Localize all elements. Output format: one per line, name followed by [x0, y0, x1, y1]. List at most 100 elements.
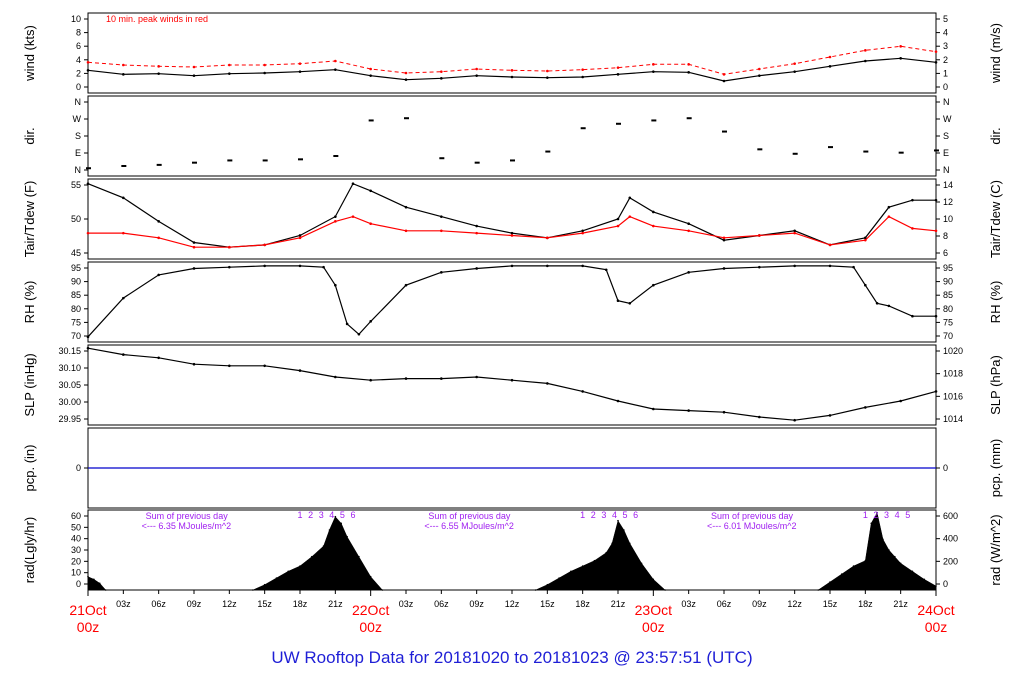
rh-point-RH [192, 267, 196, 270]
temperature-point-Tair [404, 205, 408, 209]
rad-hour-mark: 1 [297, 510, 302, 520]
wind-right-tick-label: 2 [943, 55, 948, 65]
x-hour-label: 21z [893, 599, 908, 609]
wind-point-peak [192, 65, 196, 69]
rad-point [876, 511, 878, 514]
rad-point [558, 577, 560, 579]
wind-left-tick-label: 10 [71, 14, 81, 24]
temperature-point-Tair [793, 229, 796, 233]
wind-point-wind [581, 75, 584, 79]
slp-point-SLP [546, 382, 549, 385]
dir-point [651, 119, 657, 122]
slp-point-SLP [793, 418, 796, 422]
rh-series-RH [87, 265, 936, 338]
rad-hour-mark: 5 [905, 510, 910, 520]
rh-point-RH [911, 314, 914, 318]
slp-point-SLP [334, 375, 337, 379]
temperature-point-Tdew [546, 236, 549, 240]
rh-point-RH [616, 299, 620, 303]
slp-point-SLP [510, 378, 514, 382]
dir-left-tick-label: E [75, 148, 81, 158]
rad-point [534, 589, 537, 591]
dir-point [86, 167, 91, 170]
dir-left-tick-label: N [75, 165, 82, 175]
wind-point-wind [793, 70, 796, 73]
wind-frame [87, 12, 937, 94]
temperature-point-Tdew [793, 231, 796, 235]
temperature-point-Tdew [122, 231, 125, 235]
rad-hour-mark: 6 [350, 510, 355, 520]
wind-point-peak [122, 63, 125, 67]
rad-point [98, 582, 101, 585]
temperature-left-axis-label: Tair/Tdew (F) [22, 181, 37, 258]
rad-hour-mark: 2 [308, 510, 313, 520]
x-hour-label: 06z [717, 599, 732, 609]
dir-point [686, 117, 692, 120]
temperature-point-Tair [722, 238, 726, 242]
rh-point-RH [157, 273, 160, 277]
rad-annotation-line1: Sum of previous day [428, 511, 511, 521]
rh-point-RH [628, 301, 632, 305]
temperature-point-Tdew [911, 227, 914, 230]
rad-point [340, 522, 343, 525]
rh-point-RH [793, 264, 796, 268]
dir-point [121, 165, 127, 167]
rad-left-tick-label: 0 [76, 579, 81, 589]
x-hour-label: 18z [293, 599, 308, 609]
rad-point [369, 575, 372, 578]
x-hour-label: 15z [823, 599, 838, 609]
temperature-point-Tdew [722, 236, 726, 240]
dir-point [722, 130, 727, 133]
rad-hour-mark: 4 [612, 510, 617, 520]
wind-point-peak [334, 59, 337, 63]
dir-point [474, 161, 480, 164]
dir-point [792, 152, 798, 155]
temperature-left-tick-label: 55 [71, 180, 81, 190]
rad-right-tick-label: 600 [943, 511, 958, 521]
rad-hour-mark: 5 [340, 510, 345, 520]
temperature-point-Tdew [192, 245, 196, 249]
temperature-point-Tdew [510, 234, 514, 237]
dir-right-tick-label: W [943, 114, 952, 124]
rad-left-tick-label: 40 [71, 534, 81, 544]
rad-point [263, 583, 266, 586]
rad-point [287, 570, 290, 573]
rad-hour-mark: 1 [580, 510, 585, 520]
temperature-point-Tdew [263, 243, 266, 247]
temperature-point-Tdew [157, 236, 160, 240]
rad-point [893, 555, 896, 558]
dir-point [580, 127, 586, 130]
rad-point [923, 578, 926, 581]
rh-left-tick-label: 80 [71, 304, 81, 314]
rad-point [334, 515, 337, 518]
wind-point-wind [722, 79, 726, 83]
rad-point [581, 565, 584, 567]
rad-point [358, 555, 360, 558]
rad-left-tick-label: 50 [71, 522, 81, 532]
x-date-time-label: 00z [359, 619, 382, 635]
rh-point-RH [404, 283, 408, 287]
rh-point-RH [687, 271, 690, 274]
wind-point-wind [122, 73, 125, 76]
temperature-point-Tair [628, 196, 632, 200]
rh-point-RH [864, 283, 867, 287]
temperature-point-Tair [157, 220, 160, 223]
rad-point [328, 529, 331, 531]
temperature-point-Tair [581, 229, 584, 233]
slp-right-tick-label: 1018 [943, 369, 963, 379]
wind-left-tick-label: 2 [76, 68, 81, 78]
wind-point-peak [440, 70, 443, 73]
rad-left-tick-label: 10 [71, 568, 81, 578]
temperature-point-Tdew [934, 229, 938, 233]
rad-point [911, 570, 914, 573]
wind-right-axis-label: wind (m/s) [988, 23, 1003, 84]
temperature-point-Tdew [581, 231, 584, 235]
rad-point [299, 565, 301, 567]
wind-point-wind [298, 70, 302, 73]
rh-left-tick-label: 70 [71, 331, 81, 341]
rad-point [346, 535, 348, 538]
temperature-point-Tdew [404, 229, 408, 233]
temperature-point-Tair [334, 215, 337, 218]
rh-point-RH [440, 271, 443, 274]
rad-hour-mark: 2 [591, 510, 596, 520]
